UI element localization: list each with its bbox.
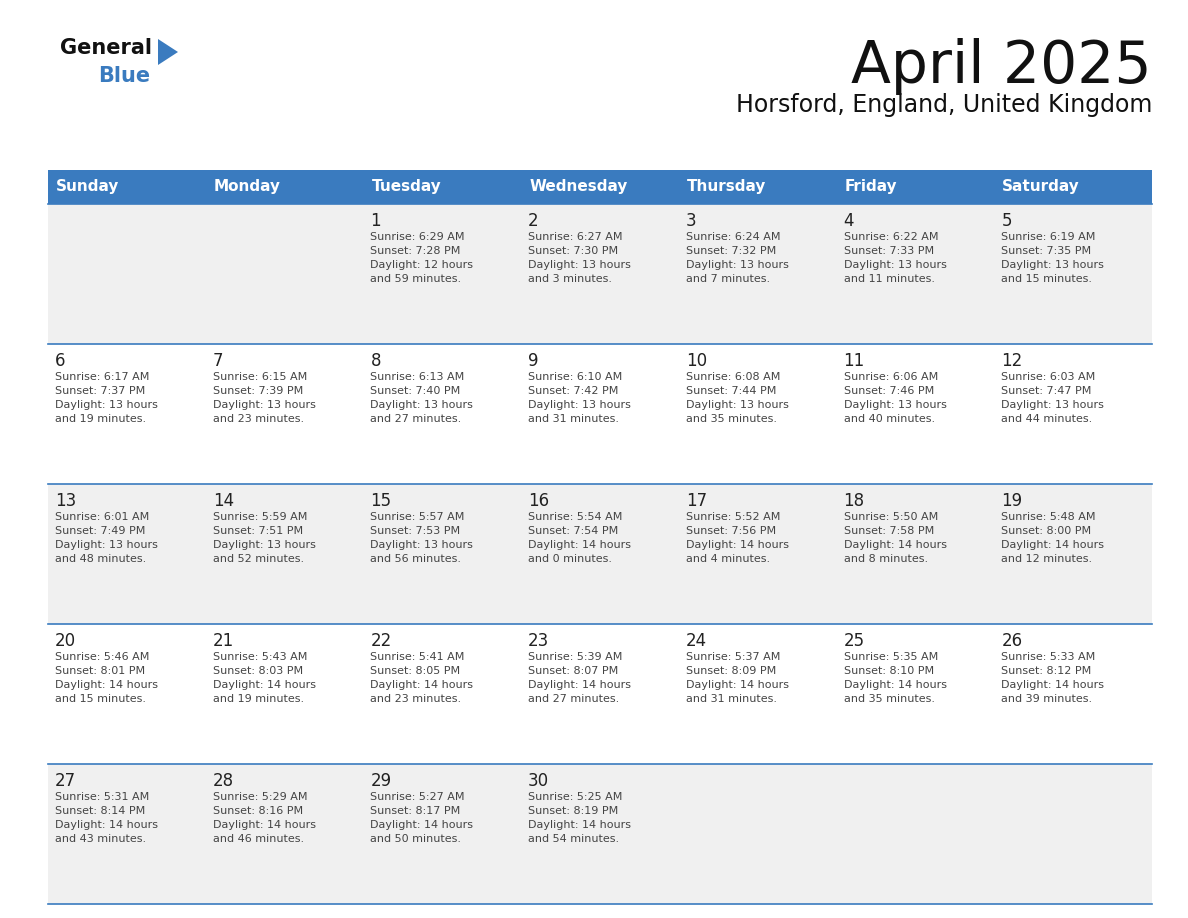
Text: 7: 7 <box>213 352 223 370</box>
Text: April 2025: April 2025 <box>852 38 1152 95</box>
Text: Sunrise: 6:19 AM
Sunset: 7:35 PM
Daylight: 13 hours
and 15 minutes.: Sunrise: 6:19 AM Sunset: 7:35 PM Dayligh… <box>1001 232 1104 284</box>
Text: Thursday: Thursday <box>687 180 766 195</box>
Text: Sunrise: 5:37 AM
Sunset: 8:09 PM
Daylight: 14 hours
and 31 minutes.: Sunrise: 5:37 AM Sunset: 8:09 PM Dayligh… <box>685 652 789 704</box>
Text: General: General <box>61 38 152 58</box>
Text: 5: 5 <box>1001 212 1012 230</box>
Text: 29: 29 <box>371 772 392 790</box>
Text: Sunrise: 5:52 AM
Sunset: 7:56 PM
Daylight: 14 hours
and 4 minutes.: Sunrise: 5:52 AM Sunset: 7:56 PM Dayligh… <box>685 512 789 564</box>
Bar <box>48 170 206 204</box>
Text: 16: 16 <box>529 492 549 510</box>
Text: Sunrise: 5:54 AM
Sunset: 7:54 PM
Daylight: 14 hours
and 0 minutes.: Sunrise: 5:54 AM Sunset: 7:54 PM Dayligh… <box>529 512 631 564</box>
Text: 14: 14 <box>213 492 234 510</box>
Text: Sunrise: 5:43 AM
Sunset: 8:03 PM
Daylight: 14 hours
and 19 minutes.: Sunrise: 5:43 AM Sunset: 8:03 PM Dayligh… <box>213 652 316 704</box>
Text: 25: 25 <box>843 632 865 650</box>
Text: Sunrise: 6:29 AM
Sunset: 7:28 PM
Daylight: 12 hours
and 59 minutes.: Sunrise: 6:29 AM Sunset: 7:28 PM Dayligh… <box>371 232 474 284</box>
Text: Sunrise: 6:03 AM
Sunset: 7:47 PM
Daylight: 13 hours
and 44 minutes.: Sunrise: 6:03 AM Sunset: 7:47 PM Dayligh… <box>1001 372 1104 424</box>
Bar <box>48 764 1152 904</box>
Text: 9: 9 <box>529 352 538 370</box>
Text: 15: 15 <box>371 492 392 510</box>
Bar <box>836 170 994 204</box>
Bar <box>48 204 1152 344</box>
Text: 24: 24 <box>685 632 707 650</box>
Bar <box>994 170 1152 204</box>
Polygon shape <box>158 39 178 65</box>
Text: 22: 22 <box>371 632 392 650</box>
Text: 30: 30 <box>529 772 549 790</box>
Text: Sunrise: 6:27 AM
Sunset: 7:30 PM
Daylight: 13 hours
and 3 minutes.: Sunrise: 6:27 AM Sunset: 7:30 PM Dayligh… <box>529 232 631 284</box>
Text: Sunrise: 6:24 AM
Sunset: 7:32 PM
Daylight: 13 hours
and 7 minutes.: Sunrise: 6:24 AM Sunset: 7:32 PM Dayligh… <box>685 232 789 284</box>
Text: 13: 13 <box>55 492 76 510</box>
Bar <box>522 170 678 204</box>
Text: Sunrise: 5:29 AM
Sunset: 8:16 PM
Daylight: 14 hours
and 46 minutes.: Sunrise: 5:29 AM Sunset: 8:16 PM Dayligh… <box>213 792 316 844</box>
Text: Sunrise: 6:10 AM
Sunset: 7:42 PM
Daylight: 13 hours
and 31 minutes.: Sunrise: 6:10 AM Sunset: 7:42 PM Dayligh… <box>529 372 631 424</box>
Text: Friday: Friday <box>845 180 897 195</box>
Bar <box>48 624 1152 764</box>
Text: Sunrise: 5:59 AM
Sunset: 7:51 PM
Daylight: 13 hours
and 52 minutes.: Sunrise: 5:59 AM Sunset: 7:51 PM Dayligh… <box>213 512 316 564</box>
Text: 27: 27 <box>55 772 76 790</box>
Bar <box>678 170 836 204</box>
Text: Sunrise: 6:08 AM
Sunset: 7:44 PM
Daylight: 13 hours
and 35 minutes.: Sunrise: 6:08 AM Sunset: 7:44 PM Dayligh… <box>685 372 789 424</box>
Text: Sunrise: 5:46 AM
Sunset: 8:01 PM
Daylight: 14 hours
and 15 minutes.: Sunrise: 5:46 AM Sunset: 8:01 PM Dayligh… <box>55 652 158 704</box>
Text: Sunrise: 5:25 AM
Sunset: 8:19 PM
Daylight: 14 hours
and 54 minutes.: Sunrise: 5:25 AM Sunset: 8:19 PM Dayligh… <box>529 792 631 844</box>
Text: Monday: Monday <box>214 180 280 195</box>
Text: Blue: Blue <box>97 66 150 86</box>
Text: Sunrise: 5:57 AM
Sunset: 7:53 PM
Daylight: 13 hours
and 56 minutes.: Sunrise: 5:57 AM Sunset: 7:53 PM Dayligh… <box>371 512 473 564</box>
Text: 4: 4 <box>843 212 854 230</box>
Text: Sunrise: 6:13 AM
Sunset: 7:40 PM
Daylight: 13 hours
and 27 minutes.: Sunrise: 6:13 AM Sunset: 7:40 PM Dayligh… <box>371 372 473 424</box>
Text: 6: 6 <box>55 352 65 370</box>
Text: 11: 11 <box>843 352 865 370</box>
Text: Sunrise: 5:41 AM
Sunset: 8:05 PM
Daylight: 14 hours
and 23 minutes.: Sunrise: 5:41 AM Sunset: 8:05 PM Dayligh… <box>371 652 474 704</box>
Text: Saturday: Saturday <box>1003 180 1080 195</box>
Text: 18: 18 <box>843 492 865 510</box>
Text: 19: 19 <box>1001 492 1023 510</box>
Text: 10: 10 <box>685 352 707 370</box>
Text: 26: 26 <box>1001 632 1023 650</box>
Text: Sunrise: 5:35 AM
Sunset: 8:10 PM
Daylight: 14 hours
and 35 minutes.: Sunrise: 5:35 AM Sunset: 8:10 PM Dayligh… <box>843 652 947 704</box>
Text: 8: 8 <box>371 352 381 370</box>
Text: Sunday: Sunday <box>56 180 119 195</box>
Text: Wednesday: Wednesday <box>529 180 627 195</box>
Bar <box>206 170 364 204</box>
Text: Sunrise: 5:39 AM
Sunset: 8:07 PM
Daylight: 14 hours
and 27 minutes.: Sunrise: 5:39 AM Sunset: 8:07 PM Dayligh… <box>529 652 631 704</box>
Text: 23: 23 <box>529 632 549 650</box>
Bar <box>48 344 1152 484</box>
Bar <box>48 484 1152 624</box>
Text: Sunrise: 5:50 AM
Sunset: 7:58 PM
Daylight: 14 hours
and 8 minutes.: Sunrise: 5:50 AM Sunset: 7:58 PM Dayligh… <box>843 512 947 564</box>
Text: 3: 3 <box>685 212 696 230</box>
Text: 1: 1 <box>371 212 381 230</box>
Text: Sunrise: 5:33 AM
Sunset: 8:12 PM
Daylight: 14 hours
and 39 minutes.: Sunrise: 5:33 AM Sunset: 8:12 PM Dayligh… <box>1001 652 1105 704</box>
Text: Sunrise: 6:22 AM
Sunset: 7:33 PM
Daylight: 13 hours
and 11 minutes.: Sunrise: 6:22 AM Sunset: 7:33 PM Dayligh… <box>843 232 947 284</box>
Text: 28: 28 <box>213 772 234 790</box>
Text: Sunrise: 5:27 AM
Sunset: 8:17 PM
Daylight: 14 hours
and 50 minutes.: Sunrise: 5:27 AM Sunset: 8:17 PM Dayligh… <box>371 792 474 844</box>
Text: Sunrise: 5:31 AM
Sunset: 8:14 PM
Daylight: 14 hours
and 43 minutes.: Sunrise: 5:31 AM Sunset: 8:14 PM Dayligh… <box>55 792 158 844</box>
Text: Sunrise: 6:06 AM
Sunset: 7:46 PM
Daylight: 13 hours
and 40 minutes.: Sunrise: 6:06 AM Sunset: 7:46 PM Dayligh… <box>843 372 947 424</box>
Text: 21: 21 <box>213 632 234 650</box>
Text: Horsford, England, United Kingdom: Horsford, England, United Kingdom <box>735 93 1152 117</box>
Text: 20: 20 <box>55 632 76 650</box>
Text: 2: 2 <box>529 212 539 230</box>
Text: Tuesday: Tuesday <box>372 180 441 195</box>
Text: Sunrise: 6:01 AM
Sunset: 7:49 PM
Daylight: 13 hours
and 48 minutes.: Sunrise: 6:01 AM Sunset: 7:49 PM Dayligh… <box>55 512 158 564</box>
Bar <box>364 170 522 204</box>
Text: Sunrise: 6:15 AM
Sunset: 7:39 PM
Daylight: 13 hours
and 23 minutes.: Sunrise: 6:15 AM Sunset: 7:39 PM Dayligh… <box>213 372 316 424</box>
Text: 17: 17 <box>685 492 707 510</box>
Text: Sunrise: 6:17 AM
Sunset: 7:37 PM
Daylight: 13 hours
and 19 minutes.: Sunrise: 6:17 AM Sunset: 7:37 PM Dayligh… <box>55 372 158 424</box>
Text: 12: 12 <box>1001 352 1023 370</box>
Text: Sunrise: 5:48 AM
Sunset: 8:00 PM
Daylight: 14 hours
and 12 minutes.: Sunrise: 5:48 AM Sunset: 8:00 PM Dayligh… <box>1001 512 1105 564</box>
